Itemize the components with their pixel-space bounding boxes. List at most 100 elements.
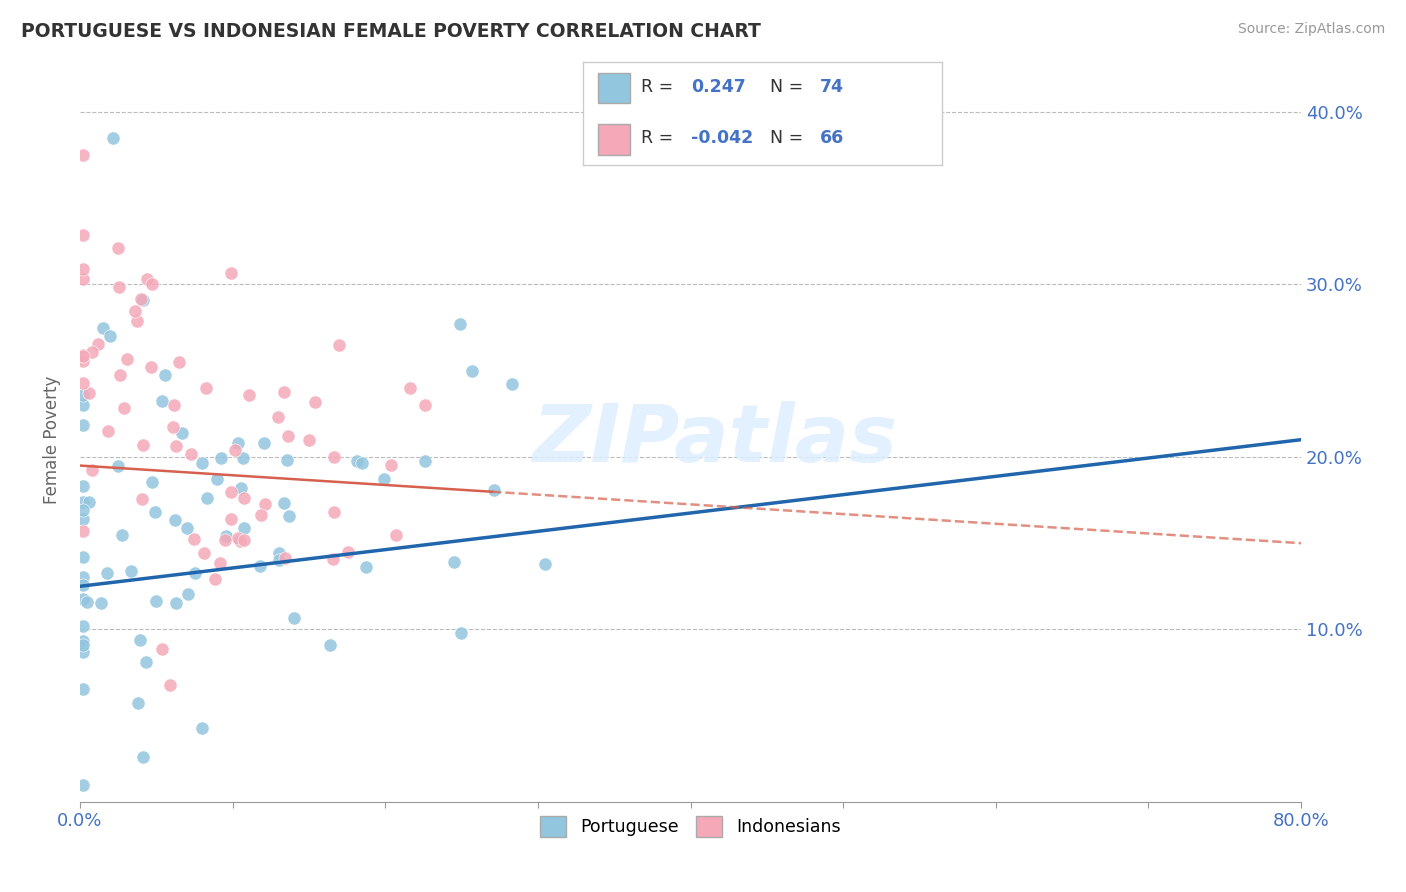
- Point: [72, 502, 94, 516]
- Text: 0.247: 0.247: [692, 78, 745, 96]
- Text: PORTUGUESE VS INDONESIAN FEMALE POVERTY CORRELATION CHART: PORTUGUESE VS INDONESIAN FEMALE POVERTY …: [21, 22, 761, 41]
- Point: [501, 376, 523, 391]
- Text: ZIPatlas: ZIPatlas: [533, 401, 897, 479]
- Point: [183, 532, 205, 546]
- Point: [253, 436, 276, 450]
- Point: [460, 364, 482, 378]
- Point: [72, 387, 94, 401]
- Point: [176, 521, 198, 535]
- Point: [232, 533, 254, 548]
- Point: [143, 505, 166, 519]
- Point: [80, 345, 103, 359]
- Point: [195, 381, 218, 395]
- Point: [72, 578, 94, 592]
- Text: 74: 74: [820, 78, 844, 96]
- Point: [207, 472, 229, 486]
- Point: [277, 429, 299, 443]
- Point: [111, 528, 134, 542]
- Point: [162, 420, 184, 434]
- Point: [232, 491, 254, 505]
- Point: [449, 318, 471, 332]
- Point: [72, 495, 94, 509]
- Point: [120, 564, 142, 578]
- Point: [72, 228, 94, 243]
- Point: [135, 655, 157, 669]
- Point: [413, 454, 436, 468]
- Point: [322, 552, 344, 566]
- Point: [219, 266, 242, 280]
- FancyBboxPatch shape: [598, 124, 630, 155]
- Point: [77, 495, 100, 509]
- Point: [398, 381, 420, 395]
- Point: [72, 682, 94, 697]
- Point: [413, 398, 436, 412]
- Point: [232, 521, 254, 535]
- Point: [72, 645, 94, 659]
- Point: [112, 401, 135, 415]
- Point: [319, 638, 342, 652]
- Point: [219, 485, 242, 500]
- Text: N =: N =: [770, 78, 808, 96]
- Point: [380, 458, 402, 473]
- Point: [219, 512, 242, 526]
- Point: [131, 491, 153, 506]
- Point: [224, 442, 246, 457]
- Point: [97, 425, 120, 439]
- Point: [72, 638, 94, 652]
- Point: [204, 572, 226, 586]
- Point: [482, 483, 505, 497]
- Point: [72, 634, 94, 648]
- Point: [132, 437, 155, 451]
- Point: [226, 532, 249, 546]
- Point: [229, 481, 252, 495]
- Legend: Portuguese, Indonesians: Portuguese, Indonesians: [533, 809, 848, 844]
- Point: [153, 368, 176, 383]
- Point: [165, 439, 187, 453]
- Text: N =: N =: [770, 129, 808, 147]
- Point: [150, 393, 173, 408]
- Point: [91, 320, 114, 334]
- FancyBboxPatch shape: [598, 73, 630, 103]
- Text: R =: R =: [641, 129, 679, 147]
- Point: [103, 130, 125, 145]
- Text: -0.042: -0.042: [692, 129, 754, 147]
- Point: [165, 597, 187, 611]
- Point: [443, 555, 465, 569]
- Point: [108, 279, 131, 293]
- Point: [322, 505, 344, 519]
- Point: [72, 619, 94, 633]
- Point: [209, 450, 232, 465]
- Point: [385, 528, 408, 542]
- Point: [77, 385, 100, 400]
- Point: [354, 559, 377, 574]
- Point: [125, 314, 148, 328]
- Point: [298, 433, 321, 447]
- Point: [107, 241, 129, 255]
- Point: [214, 529, 236, 543]
- Point: [110, 368, 132, 383]
- Point: [352, 456, 374, 470]
- Point: [72, 262, 94, 277]
- Point: [152, 642, 174, 657]
- Point: [209, 557, 232, 571]
- Point: [191, 721, 214, 735]
- Point: [127, 696, 149, 710]
- Text: Source: ZipAtlas.com: Source: ZipAtlas.com: [1237, 22, 1385, 37]
- Point: [72, 272, 94, 286]
- Point: [76, 595, 98, 609]
- Point: [322, 450, 344, 465]
- Point: [100, 329, 122, 343]
- Point: [129, 632, 152, 647]
- Point: [304, 395, 326, 409]
- Point: [267, 553, 290, 567]
- Point: [232, 450, 254, 465]
- Point: [82, 463, 104, 477]
- Point: [124, 304, 146, 318]
- Point: [450, 625, 472, 640]
- Point: [107, 458, 129, 473]
- Point: [180, 447, 202, 461]
- Point: [145, 593, 167, 607]
- Point: [72, 398, 94, 412]
- Point: [346, 454, 368, 468]
- Point: [191, 457, 214, 471]
